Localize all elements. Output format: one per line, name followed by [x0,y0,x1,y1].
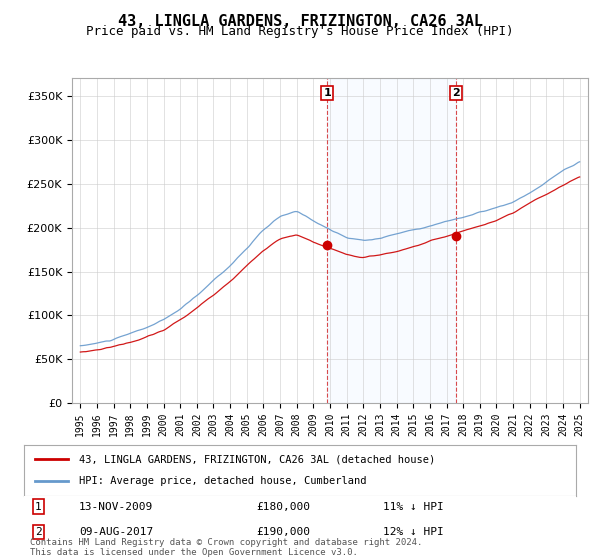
Text: 2: 2 [35,527,42,537]
Text: HPI: Average price, detached house, Cumberland: HPI: Average price, detached house, Cumb… [79,477,367,487]
Text: 43, LINGLA GARDENS, FRIZINGTON, CA26 3AL: 43, LINGLA GARDENS, FRIZINGTON, CA26 3AL [118,14,482,29]
Text: 43, LINGLA GARDENS, FRIZINGTON, CA26 3AL (detached house): 43, LINGLA GARDENS, FRIZINGTON, CA26 3AL… [79,454,436,464]
Bar [327,78,456,403]
Text: £190,000: £190,000 [256,527,310,537]
Text: 12% ↓ HPI: 12% ↓ HPI [383,527,443,537]
Text: Contains HM Land Registry data © Crown copyright and database right 2024.
This d: Contains HM Land Registry data © Crown c… [30,538,422,557]
Text: 11% ↓ HPI: 11% ↓ HPI [383,502,443,512]
Text: 1: 1 [35,502,42,512]
Text: 09-AUG-2017: 09-AUG-2017 [79,527,154,537]
Text: 13-NOV-2009: 13-NOV-2009 [79,502,154,512]
Text: £180,000: £180,000 [256,502,310,512]
Text: Price paid vs. HM Land Registry's House Price Index (HPI): Price paid vs. HM Land Registry's House … [86,25,514,38]
Text: 2: 2 [452,88,460,98]
Text: 1: 1 [323,88,331,98]
